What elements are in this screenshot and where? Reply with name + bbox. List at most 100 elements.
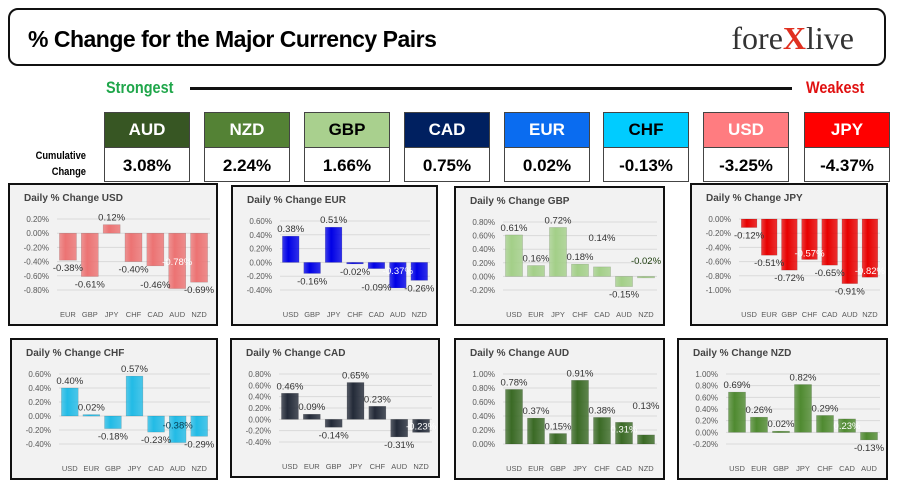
x-tick-label: CHF <box>817 464 833 473</box>
data-label: -0.37% <box>383 266 414 277</box>
bar-jpy <box>346 382 365 420</box>
ranking-box-eur: EUR 0.02% <box>504 112 590 182</box>
currency-name: GBP <box>305 113 389 148</box>
ranking-box-aud: AUD 3.08% <box>104 112 190 182</box>
x-tick-label: EUR <box>528 310 544 319</box>
data-label: 0.23% <box>834 421 861 432</box>
chart-chf: Daily % Change CHF -0.40% -0.20% 0.00% 0.20%… <box>10 338 218 480</box>
bar-nzd <box>410 262 428 281</box>
bar-aud <box>168 415 187 443</box>
x-tick-label: NZD <box>413 462 429 471</box>
bar-gbp <box>81 232 99 277</box>
bar-cad <box>615 422 633 445</box>
bar-aud <box>860 432 878 441</box>
bar-aud <box>389 262 407 289</box>
data-label: -0.31% <box>384 440 415 451</box>
chart-title: Daily % Change NZD <box>693 348 791 359</box>
data-label: -0.29% <box>184 439 215 450</box>
y-tick-label: 0.80% <box>695 382 718 391</box>
forexlive-logo: foreXlive <box>731 20 854 56</box>
chart-cad: Daily % Change CAD -0.40% -0.20% 0.00% 0.20%… <box>230 338 440 478</box>
x-tick-label: CAD <box>594 310 610 319</box>
data-label: 0.18% <box>567 252 594 263</box>
y-tick-label: -0.20% <box>246 427 271 436</box>
cumulative-value: -4.37% <box>820 156 874 175</box>
cumulative-value: 3.08% <box>122 156 172 175</box>
data-label: -0.16% <box>297 276 328 287</box>
ranking-box-cad: CAD 0.75% <box>404 112 490 182</box>
bar-jpy <box>324 226 343 263</box>
x-tick-label: AUD <box>390 310 406 319</box>
y-tick-label: 0.80% <box>248 370 271 379</box>
x-tick-label: USD <box>741 310 757 319</box>
chart-title: Daily % Change JPY <box>706 193 803 204</box>
x-tick-label: CHF <box>126 310 142 319</box>
data-label: 0.37% <box>523 406 550 417</box>
y-tick-label: -0.20% <box>247 272 272 281</box>
bar-jpy <box>549 227 567 277</box>
x-tick-label: AUD <box>861 464 877 473</box>
cumulative-value: -0.13% <box>619 156 673 175</box>
bar-chf <box>593 417 611 445</box>
data-label: 0.78% <box>501 377 528 388</box>
y-tick-label: 0.00% <box>708 215 731 224</box>
bar-nzd <box>861 218 879 278</box>
bar-eur <box>761 218 778 256</box>
y-tick-label: 0.00% <box>472 272 495 281</box>
data-label: -0.13% <box>854 443 885 454</box>
data-label: 0.82% <box>790 373 817 384</box>
currency-name: CHF <box>604 113 688 148</box>
y-tick-label: 0.20% <box>26 215 49 224</box>
page-title: % Change for the Major Currency Pairs <box>28 26 437 52</box>
x-tick-label: USD <box>283 310 299 319</box>
data-label: 0.16% <box>523 254 550 265</box>
data-label: -0.23% <box>141 435 172 446</box>
y-tick-label: 0.00% <box>472 440 495 449</box>
x-tick-label: NZD <box>638 310 654 319</box>
y-tick-label: 0.60% <box>248 381 271 390</box>
currency-name: USD <box>704 113 788 148</box>
x-tick-label: NZD <box>192 464 208 473</box>
x-tick-label: CHF <box>802 310 818 319</box>
y-tick-label: 0.20% <box>248 404 271 413</box>
bar-chf <box>801 218 818 260</box>
x-tick-label: GBP <box>82 310 98 319</box>
currency-name: NZD <box>205 113 289 148</box>
x-tick-label: USD <box>729 464 745 473</box>
bar-chf <box>368 406 387 420</box>
data-label: -0.69% <box>184 285 215 296</box>
x-tick-label: CHF <box>572 310 588 319</box>
y-tick-label: 0.20% <box>28 398 51 407</box>
bar-jpy <box>102 224 121 234</box>
y-tick-label: -0.40% <box>246 438 271 447</box>
y-tick-label: -0.20% <box>693 440 718 449</box>
chart-title: Daily % Change GBP <box>470 196 570 207</box>
data-label: 0.38% <box>277 224 304 235</box>
bar-gbp <box>324 419 343 428</box>
chart-gbp: Daily % Change GBP -0.20% 0.00% 0.20% 0.40% 0… <box>454 186 665 326</box>
bar-cad <box>147 415 165 433</box>
x-tick-label: EUR <box>751 464 767 473</box>
x-tick-label: JPY <box>551 310 565 319</box>
weakest-label: Weakest <box>806 78 865 97</box>
bar-eur <box>82 414 101 417</box>
y-tick-label: -0.20% <box>706 229 731 238</box>
x-tick-label: EUR <box>304 462 320 471</box>
chart-nzd: Daily % Change NZD -0.20% 0.00% 0.20% 0.40% 0… <box>677 338 888 480</box>
bar-eur <box>59 232 77 261</box>
bar-aud <box>390 419 408 438</box>
data-label: -0.40% <box>118 265 149 276</box>
data-label: 0.02% <box>768 419 795 430</box>
x-tick-label: NZD <box>638 464 654 473</box>
x-tick-label: CHF <box>347 310 363 319</box>
data-label: -0.72% <box>774 273 805 284</box>
data-label: -0.51% <box>754 258 785 269</box>
y-tick-label: 0.00% <box>28 412 51 421</box>
x-tick-label: GBP <box>781 310 797 319</box>
x-tick-label: CHF <box>370 462 386 471</box>
currency-name: EUR <box>505 113 589 148</box>
x-tick-label: EUR <box>60 310 76 319</box>
y-tick-label: 0.80% <box>472 218 495 227</box>
ranking-box-usd: USD -3.25% <box>703 112 789 182</box>
bar-aud <box>841 218 858 284</box>
